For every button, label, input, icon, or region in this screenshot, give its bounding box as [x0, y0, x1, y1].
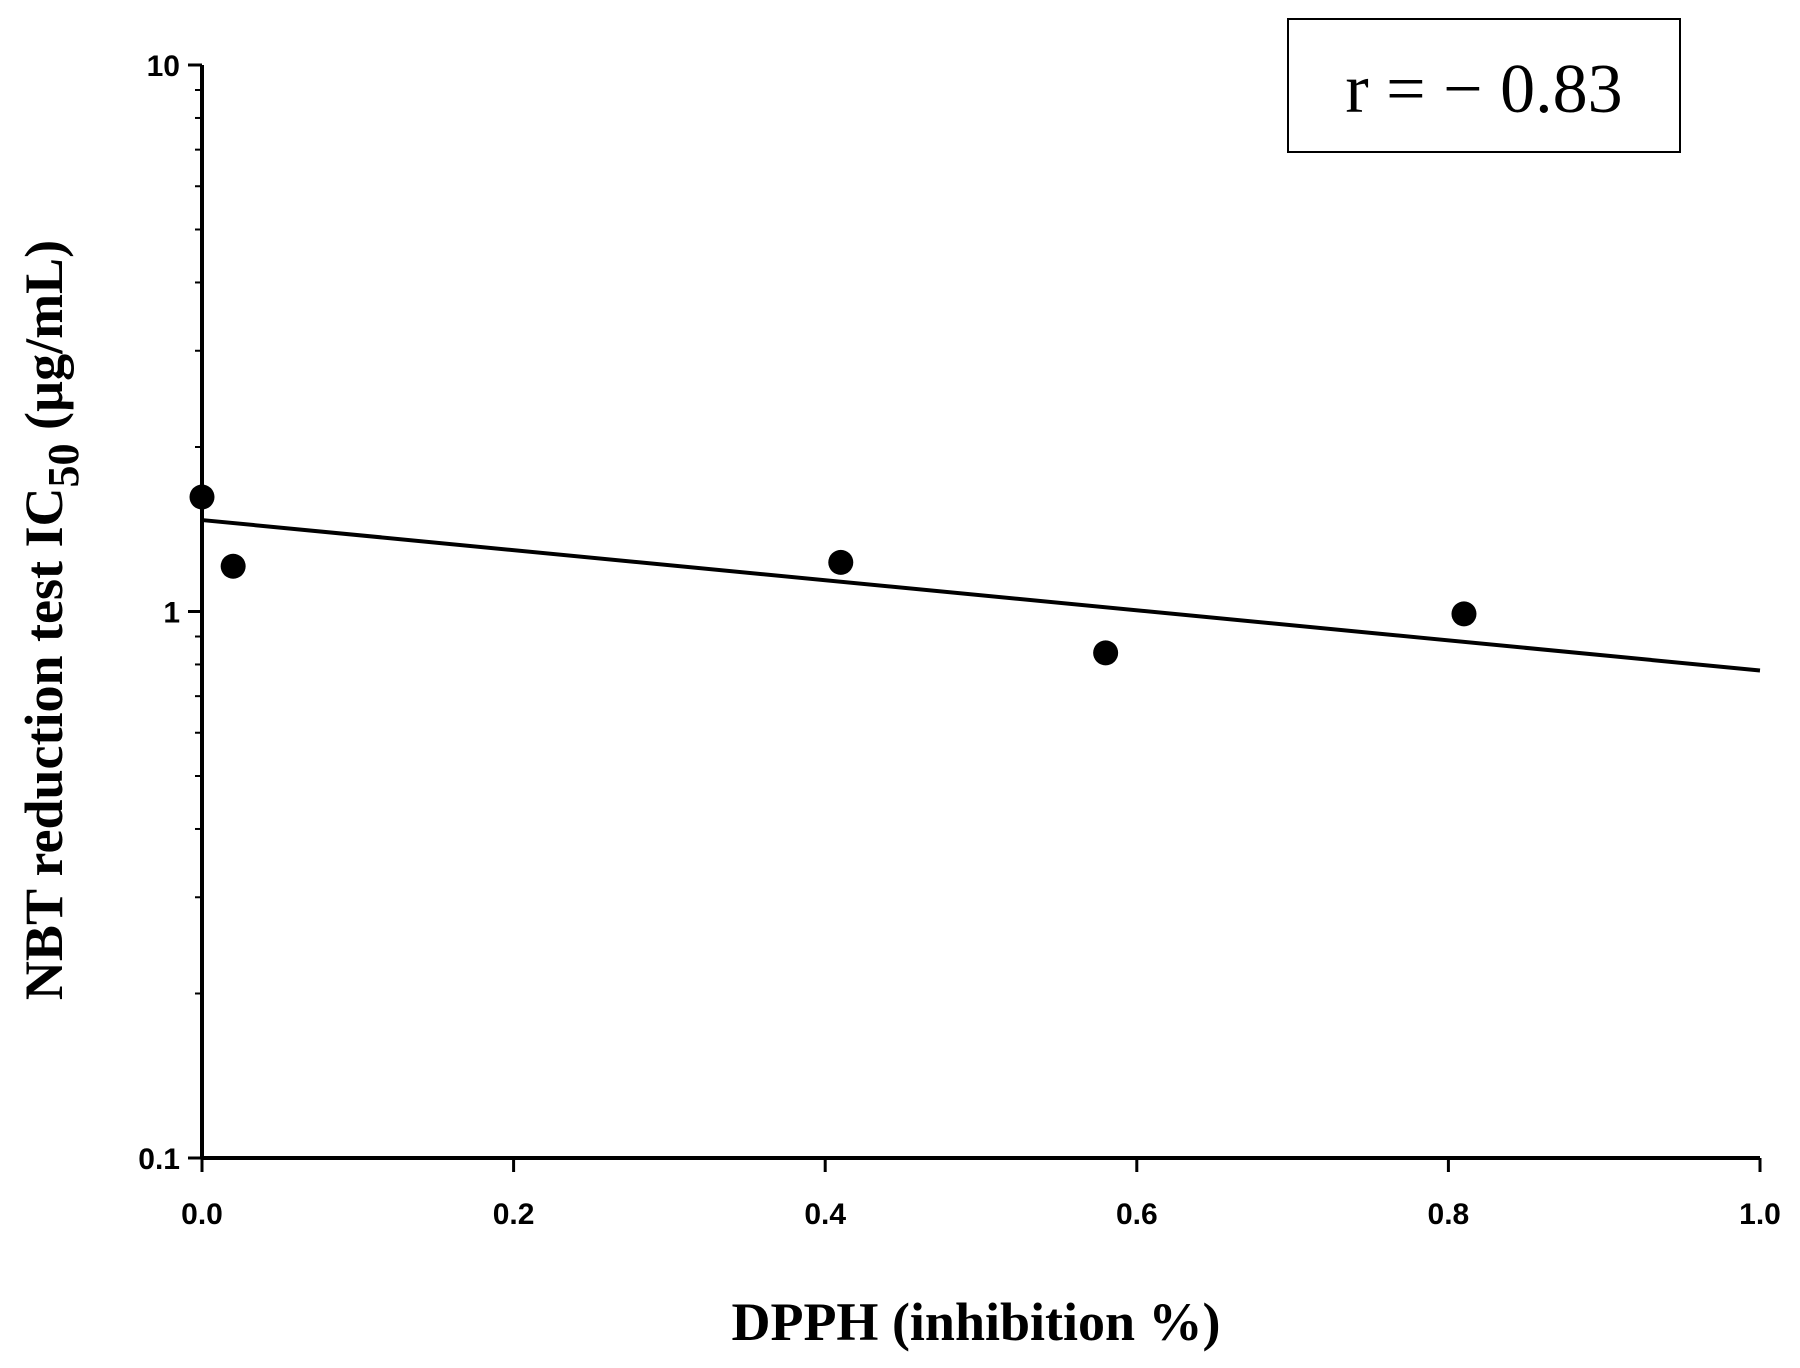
data-point [220, 553, 246, 579]
correlation-box [1287, 18, 1681, 153]
x-tick-label: 1.0 [1739, 1198, 1781, 1231]
correlation-label: r = − 0.83 [1345, 51, 1622, 128]
data-point [1451, 601, 1477, 627]
x-tick-label: 0.2 [493, 1198, 535, 1231]
data-points [189, 484, 1477, 666]
y-tick-label: 10 [147, 50, 180, 83]
x-ticks: 0.0 0.2 0.4 0.6 0.8 1.0 [181, 1158, 1781, 1231]
y-tick-label: 0.1 [138, 1143, 180, 1176]
y-axis-title: NBT reduction test IC50 (µg/mL) [14, 240, 88, 1000]
y-major-ticks: 0.1 1 10 [138, 50, 202, 1176]
data-point [189, 484, 215, 510]
data-point [828, 549, 854, 575]
trendline [201, 518, 1761, 673]
y-axis-title-main: NBT reduction test IC [14, 488, 74, 1001]
x-tick-label: 0.4 [804, 1198, 846, 1231]
data-point [1093, 640, 1119, 666]
x-tick-label: 0.0 [181, 1198, 223, 1231]
x-tick-label: 0.6 [1116, 1198, 1158, 1231]
x-tick-label: 0.8 [1428, 1198, 1470, 1231]
y-axis-title-units: (µg/mL) [14, 240, 74, 444]
y-axis-title-subscript: 50 [39, 444, 88, 488]
x-axis-title: DPPH (inhibition %) [731, 1292, 1220, 1352]
y-tick-label: 1 [163, 597, 180, 630]
